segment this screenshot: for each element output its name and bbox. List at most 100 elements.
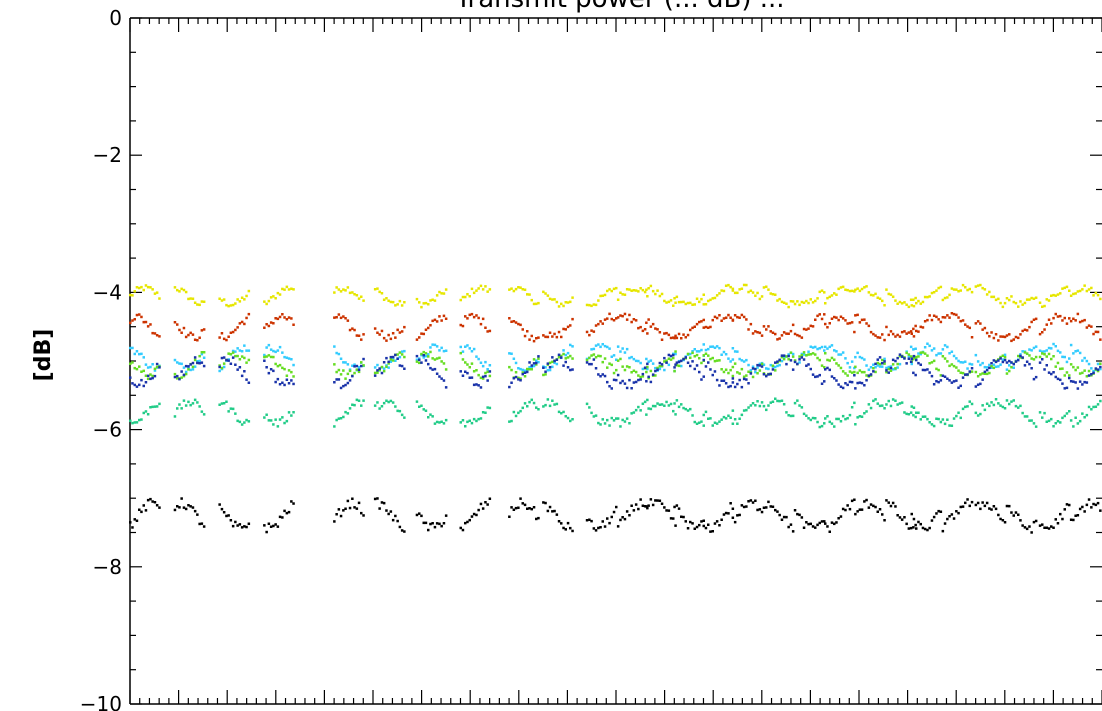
data-point: [564, 353, 567, 357]
data-point: [519, 367, 522, 371]
data-point: [196, 361, 199, 365]
data-point: [594, 303, 598, 307]
data-point: [854, 314, 857, 317]
data-point: [566, 366, 570, 369]
data-point: [704, 303, 708, 306]
y-tick-label: −8: [93, 555, 122, 579]
data-point: [400, 350, 404, 353]
data-point: [1090, 408, 1093, 411]
data-point: [856, 313, 859, 317]
data-point: [415, 360, 419, 363]
data-point: [1063, 414, 1066, 418]
data-point: [138, 508, 141, 511]
data-point: [129, 521, 132, 524]
data-point: [610, 317, 613, 321]
data-point: [1092, 332, 1095, 336]
data-point: [553, 298, 556, 301]
data-point: [382, 401, 386, 405]
data-point: [362, 299, 365, 302]
data-point: [542, 334, 545, 337]
data-point: [333, 363, 336, 366]
data-point: [867, 291, 871, 294]
data-point: [512, 508, 516, 511]
data-point: [353, 506, 356, 509]
data-point: [816, 347, 819, 351]
data-point: [876, 296, 879, 299]
data-point: [727, 313, 730, 317]
data-point: [176, 407, 179, 410]
data-point: [970, 500, 974, 504]
data-point: [731, 347, 735, 350]
data-point: [846, 288, 849, 292]
data-point: [800, 516, 804, 519]
data-point: [1038, 361, 1042, 364]
data-point: [222, 365, 226, 369]
data-point: [999, 517, 1002, 521]
data-point: [187, 504, 190, 507]
data-point: [964, 405, 967, 409]
data-point: [881, 404, 884, 407]
data-point: [530, 364, 533, 367]
data-point: [247, 349, 251, 352]
data-point: [639, 361, 642, 365]
data-point: [700, 420, 703, 423]
data-point: [229, 352, 233, 356]
data-point: [769, 363, 772, 367]
data-point: [335, 370, 338, 374]
data-point: [660, 338, 664, 341]
data-point: [939, 352, 943, 355]
data-point: [346, 412, 350, 415]
data-point: [828, 530, 831, 533]
data-point: [234, 354, 237, 358]
data-point: [686, 352, 690, 356]
data-point: [403, 416, 406, 419]
data-point: [700, 361, 703, 365]
data-point: [691, 350, 694, 353]
data-point: [654, 292, 657, 296]
data-point: [357, 501, 361, 505]
data-point: [158, 506, 161, 509]
data-point: [400, 353, 404, 356]
data-point: [673, 505, 676, 509]
data-point: [1001, 519, 1005, 522]
data-point: [468, 376, 471, 379]
data-point: [229, 304, 233, 307]
data-point: [883, 338, 886, 342]
data-point: [912, 371, 915, 375]
data-point: [830, 356, 834, 360]
data-point: [610, 289, 613, 293]
data-point: [225, 338, 228, 342]
data-point: [528, 507, 531, 510]
data-point: [805, 299, 808, 303]
data-point: [153, 332, 157, 335]
data-point: [187, 368, 190, 371]
data-point: [142, 320, 145, 324]
data-point: [791, 355, 795, 358]
data-point: [468, 419, 471, 422]
data-point: [910, 362, 913, 366]
data-point: [287, 411, 291, 414]
data-point: [912, 517, 916, 521]
data-point: [1023, 364, 1027, 367]
data-point: [1017, 358, 1020, 362]
data-point: [771, 293, 775, 296]
data-point: [566, 416, 570, 420]
data-point: [389, 300, 393, 304]
data-point: [952, 380, 956, 383]
data-point: [823, 366, 826, 369]
data-point: [820, 364, 824, 367]
data-point: [887, 333, 890, 337]
data-point: [809, 418, 812, 422]
data-point: [682, 357, 685, 361]
data-point: [1038, 332, 1042, 336]
data-point: [704, 348, 708, 352]
data-point: [1096, 369, 1100, 373]
data-point: [796, 399, 799, 402]
data-point: [930, 349, 934, 352]
data-point: [774, 397, 777, 400]
data-point: [820, 520, 824, 523]
data-point: [858, 289, 862, 293]
data-point: [420, 361, 423, 364]
data-point: [874, 362, 877, 366]
data-point: [461, 350, 465, 353]
